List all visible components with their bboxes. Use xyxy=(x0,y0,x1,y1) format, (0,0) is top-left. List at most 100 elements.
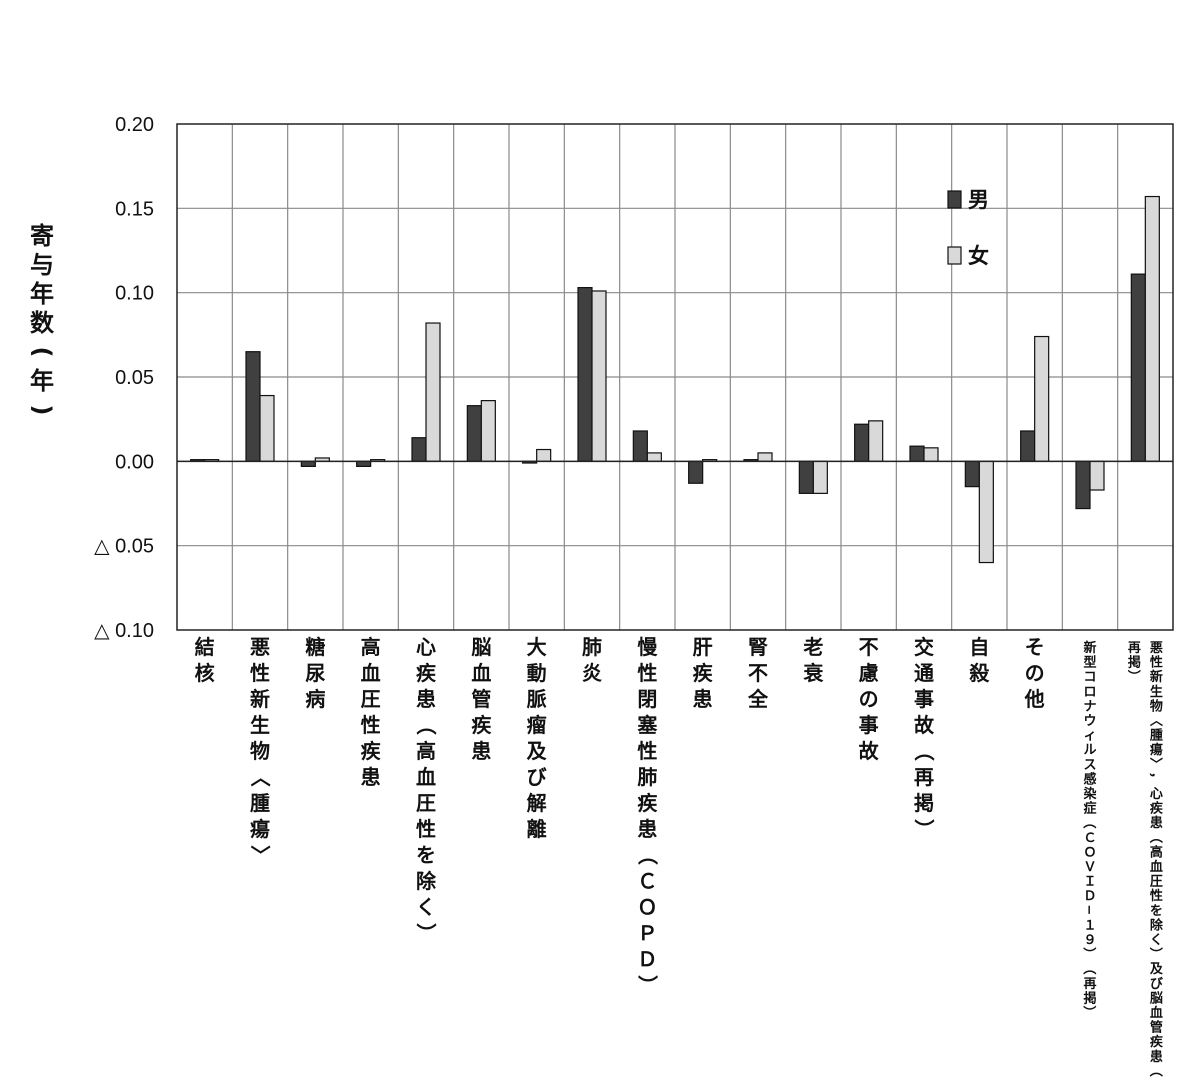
category-label-char: 離 xyxy=(527,817,547,841)
category-label-char: ） xyxy=(1081,1005,1097,1018)
category-label-char: 血 xyxy=(471,661,491,685)
y-axis-label-char: 寄 xyxy=(30,222,54,250)
category-label-char: （ xyxy=(1081,816,1097,829)
category-label-char: 故 xyxy=(914,713,935,737)
y-tick-label: 0.10 xyxy=(115,283,154,305)
category-label-char: 再 xyxy=(1083,977,1096,992)
category-label-char: 性 xyxy=(637,739,657,763)
category-label-char: 新 xyxy=(1150,669,1163,685)
category-label: 糖尿病 xyxy=(305,635,325,711)
category-label-char: び xyxy=(1150,977,1164,992)
category-label-char: 〉 xyxy=(248,845,272,865)
category-label-char: 疾 xyxy=(1150,1034,1164,1050)
category-label-char: ） xyxy=(912,819,936,839)
bar-female xyxy=(1034,335,1050,462)
category-label-char: ， xyxy=(1147,772,1162,785)
category-label-char: 腫 xyxy=(250,791,270,815)
bars-layer xyxy=(190,195,1160,564)
plot-frame xyxy=(176,123,1174,631)
category-label-char: ィ xyxy=(1083,729,1096,744)
y-axis-label-char: 与 xyxy=(30,251,54,279)
category-label-char: 肺 xyxy=(637,765,657,789)
category-label-char: 心 xyxy=(1150,787,1163,802)
category-label-char: 病 xyxy=(305,687,325,711)
category-label-char: 患 xyxy=(416,687,436,711)
legend-swatch xyxy=(947,190,962,209)
category-label-char: 再 xyxy=(914,765,934,789)
category-label-char: 血 xyxy=(416,765,436,789)
category-label-char: 糖 xyxy=(305,635,325,659)
category-label-char: 塞 xyxy=(637,713,658,737)
category-label-char: （ xyxy=(1147,1064,1163,1077)
category-label-char: 血 xyxy=(1150,859,1163,875)
category-label-char: Ｄ xyxy=(637,947,657,971)
category-label-char: 掲 xyxy=(914,791,934,815)
category-label-char: 感 xyxy=(1083,771,1096,787)
category-label-char: 閉 xyxy=(637,687,657,711)
category-label-char: 悪 xyxy=(1150,641,1163,656)
category-label-char: ９ xyxy=(1083,933,1096,948)
category-label-char: 掲 xyxy=(1083,990,1096,1006)
bar-male xyxy=(300,460,316,467)
category-label-char: 患 xyxy=(637,817,657,841)
category-label-char: ） xyxy=(414,923,438,943)
category-label-char: 疾 xyxy=(416,661,437,685)
category-label-char: 腎 xyxy=(748,635,768,659)
category-label-char: 交 xyxy=(914,635,934,659)
y-tick-label: 0.00 xyxy=(115,451,154,473)
category-label-char: Ｉ xyxy=(1083,875,1096,890)
y-axis-label-char: ) xyxy=(28,405,56,416)
category-label-char: 腫 xyxy=(1150,728,1163,744)
category-label-char: く xyxy=(416,895,436,919)
category-label-char: 全 xyxy=(747,687,769,711)
category-label-char: 性 xyxy=(416,817,436,841)
y-axis-label-char: 年 xyxy=(30,367,54,395)
category-label-char: 瘤 xyxy=(527,713,547,737)
y-axis-label-char: 数 xyxy=(30,309,55,337)
category-label-char: 及 xyxy=(527,739,548,763)
bar-male xyxy=(577,287,593,462)
category-label-char: ル xyxy=(1083,743,1096,758)
category-label-char: Ｏ xyxy=(1083,845,1096,860)
bar-male xyxy=(356,460,372,467)
category-label-char: 管 xyxy=(1150,1020,1163,1036)
category-label-char: 血 xyxy=(361,661,381,685)
category-label: 老衰 xyxy=(802,635,824,685)
category-label-char: ロ xyxy=(1083,685,1096,700)
y-axis-label-char: ( xyxy=(28,347,56,358)
category-label-char: 性 xyxy=(361,713,381,737)
category-label: 肝疾患 xyxy=(693,635,714,711)
category-label-char: （ xyxy=(1147,830,1163,843)
category-label-char: 心 xyxy=(416,635,436,659)
category-label-char: ナ xyxy=(1083,699,1096,714)
category-label: 肺炎 xyxy=(582,635,602,685)
category-label-char: を xyxy=(416,843,436,867)
category-label-char: − xyxy=(1081,904,1096,915)
legend: 男女 xyxy=(947,188,989,268)
category-label-char: 核 xyxy=(195,661,215,685)
bar-female xyxy=(646,452,662,462)
y-tick-label: △ 0.05 xyxy=(94,536,154,558)
category-label-char: 自 xyxy=(969,635,989,659)
category-label-char: 肺 xyxy=(582,635,602,659)
legend-label: 男 xyxy=(968,188,989,212)
category-label-char: 高 xyxy=(1150,844,1163,860)
category-label-char: 脳 xyxy=(470,635,491,659)
legend-label: 女 xyxy=(968,244,989,268)
category-label-char: 疾 xyxy=(361,739,382,763)
bar-female xyxy=(923,447,939,462)
category-label-char: 圧 xyxy=(1150,875,1163,890)
category-label-char: コ xyxy=(1083,670,1096,685)
category-label-char: 疾 xyxy=(1150,801,1164,817)
category-label-char: ） xyxy=(1125,670,1141,683)
bar-female xyxy=(812,460,828,494)
category-label-char: 事 xyxy=(914,687,934,711)
